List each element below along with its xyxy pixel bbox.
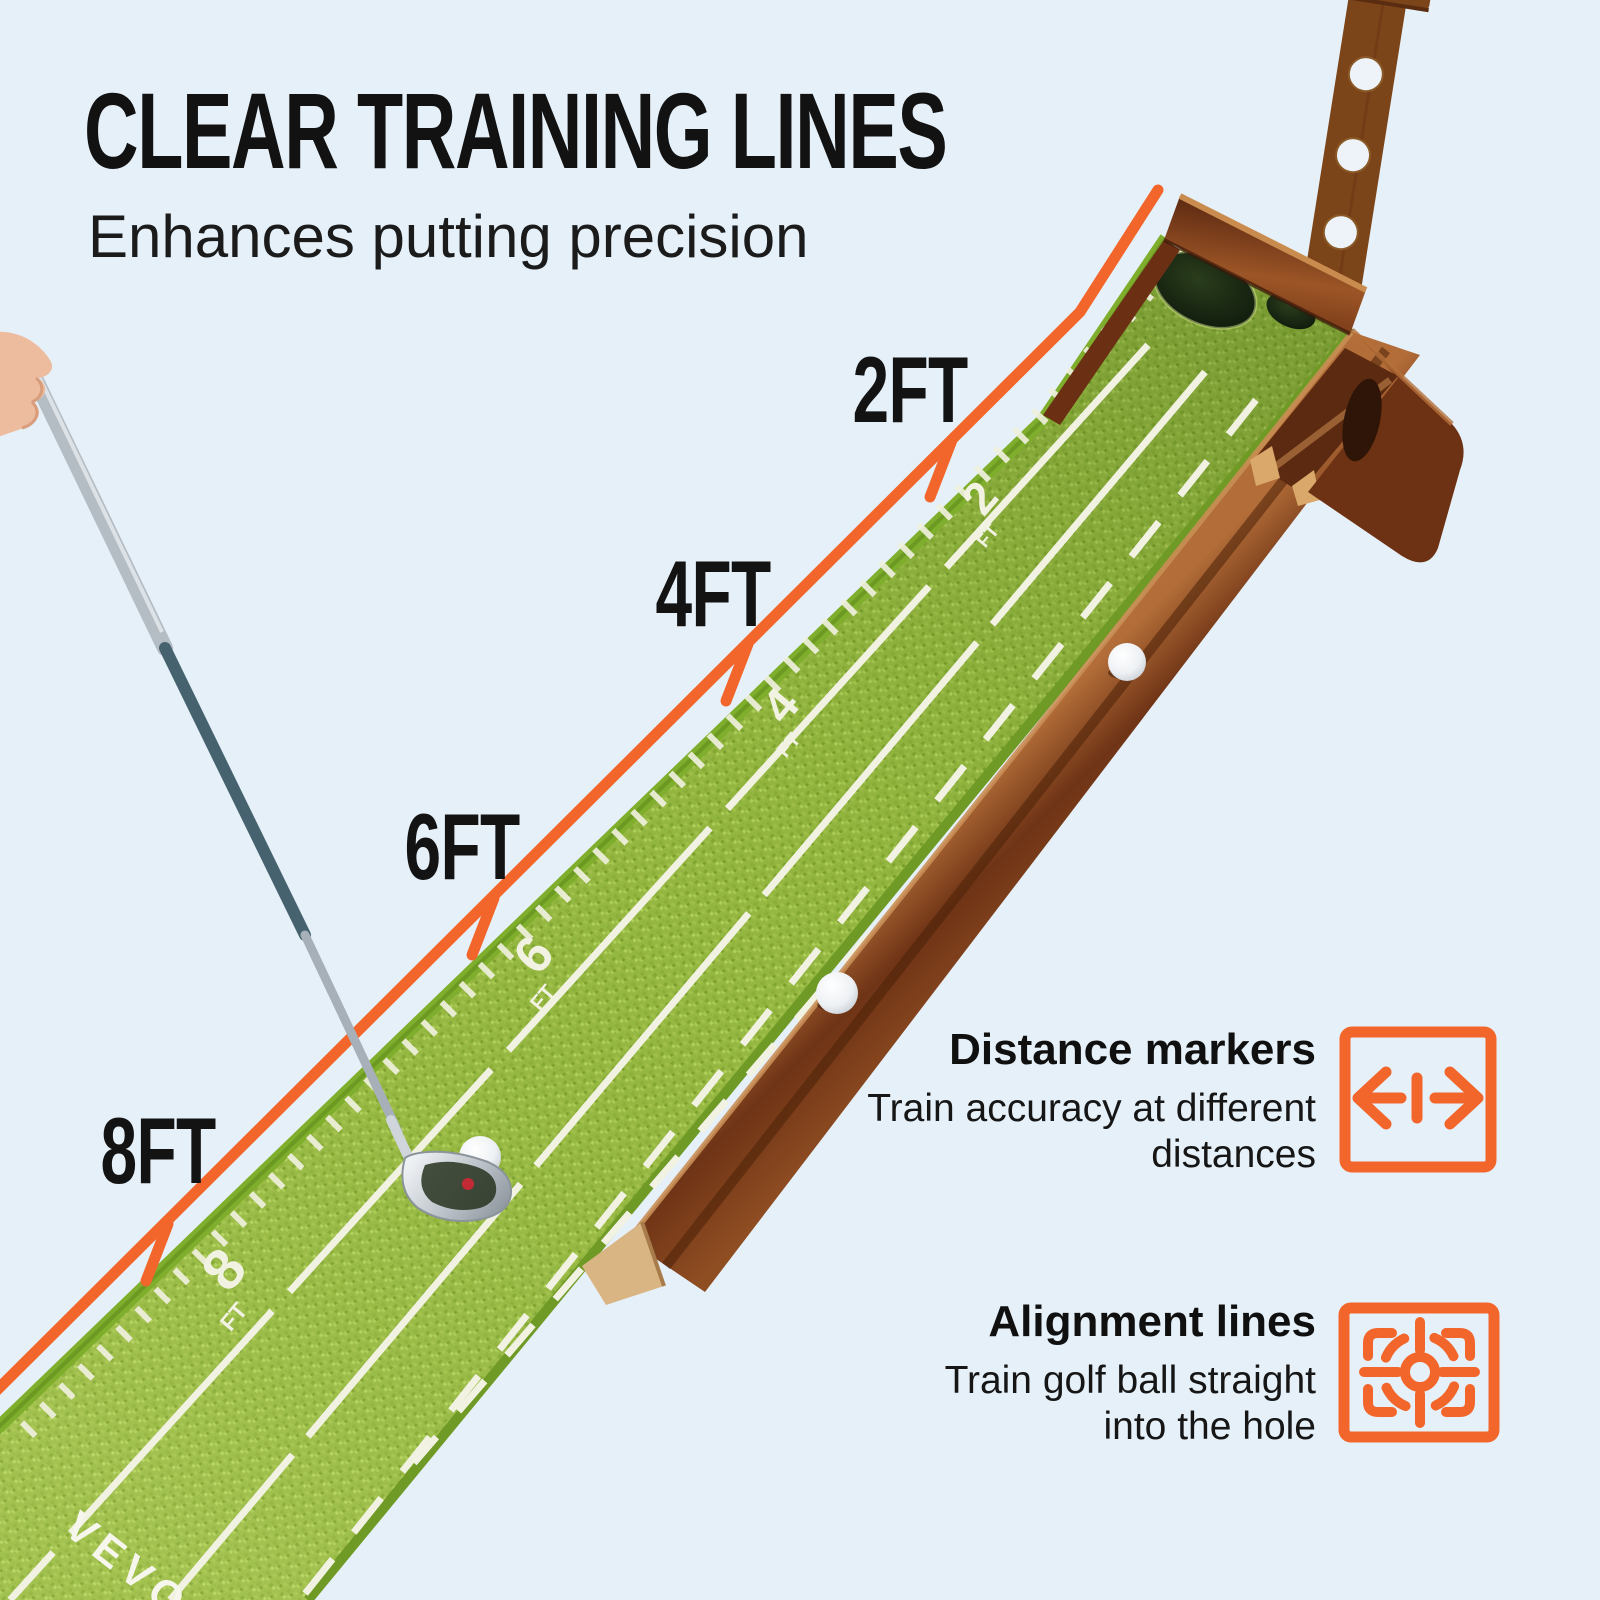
callout-title: Distance markers — [949, 1025, 1316, 1074]
distance-label-8ft: 8FT — [100, 1097, 217, 1203]
tick-2ft — [924, 434, 958, 503]
mat-ruler-ticks — [11, 243, 1190, 1447]
crosshair-target-icon — [1338, 1302, 1500, 1443]
tick-6ft — [466, 892, 500, 961]
distance-label-6ft: 6FT — [404, 793, 521, 899]
callout-title: Alignment lines — [988, 1297, 1316, 1346]
callout-body: Train golf ball straight into the hole — [944, 1359, 1316, 1449]
club-face-insert — [421, 1161, 497, 1210]
golf-ball-on-rail-2 — [816, 972, 858, 1014]
tick-8ft — [140, 1218, 174, 1287]
ball-return-slot — [1342, 378, 1382, 462]
base-left-wall — [1043, 240, 1180, 425]
ball-return-rail — [582, 330, 1420, 1305]
distance-label-4ft: 4FT — [655, 540, 772, 646]
golfer-hand — [0, 331, 53, 437]
base-right-wall — [1308, 330, 1464, 563]
callout-body: Train accuracy at different distances — [867, 1087, 1316, 1177]
golf-ball-on-rail-1 — [1108, 643, 1146, 681]
ball-pickup-post — [1300, 0, 1434, 312]
post-hole — [1322, 214, 1359, 251]
callout-distance-markers: Distance markers Train accuracy at diffe… — [756, 1028, 1316, 1178]
distance-label-2ft: 2FT — [852, 336, 969, 442]
club-badge — [462, 1178, 474, 1190]
page-subtitle: Enhances putting precision — [88, 203, 809, 270]
golf-club — [19, 356, 513, 1222]
tick-4ft — [720, 638, 754, 707]
rail-end-tip — [582, 1222, 664, 1305]
post-hole — [1335, 137, 1372, 174]
wooden-base — [1043, 193, 1464, 563]
post-hole — [1347, 56, 1384, 93]
page-title: CLEAR TRAINING LINES — [84, 70, 948, 191]
base-backstop — [1164, 196, 1366, 334]
width-arrows-icon — [1339, 1026, 1497, 1173]
callout-alignment-lines: Alignment lines Train golf ball straight… — [756, 1300, 1316, 1450]
